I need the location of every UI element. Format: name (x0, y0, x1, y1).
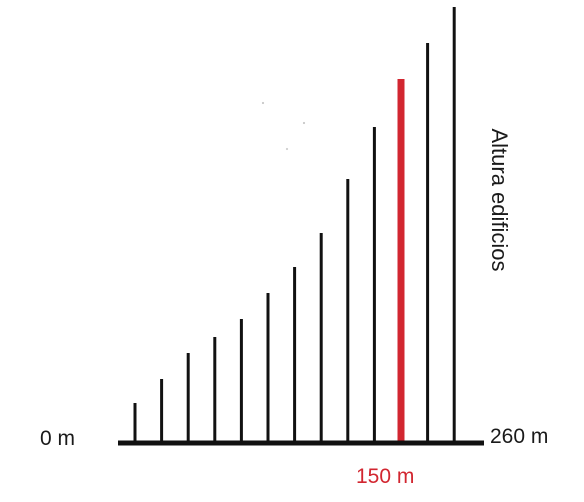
end-distance-label: 260 m (490, 425, 549, 448)
height-axis-title: Altura edificios (487, 128, 512, 272)
building-bars (133, 7, 456, 441)
start-distance-label: 0 m (40, 427, 76, 450)
dust-dot (261, 101, 265, 105)
highlight-distance-label: 150 m (356, 465, 415, 488)
dust-dot (302, 121, 306, 125)
dust-dot (285, 147, 289, 151)
